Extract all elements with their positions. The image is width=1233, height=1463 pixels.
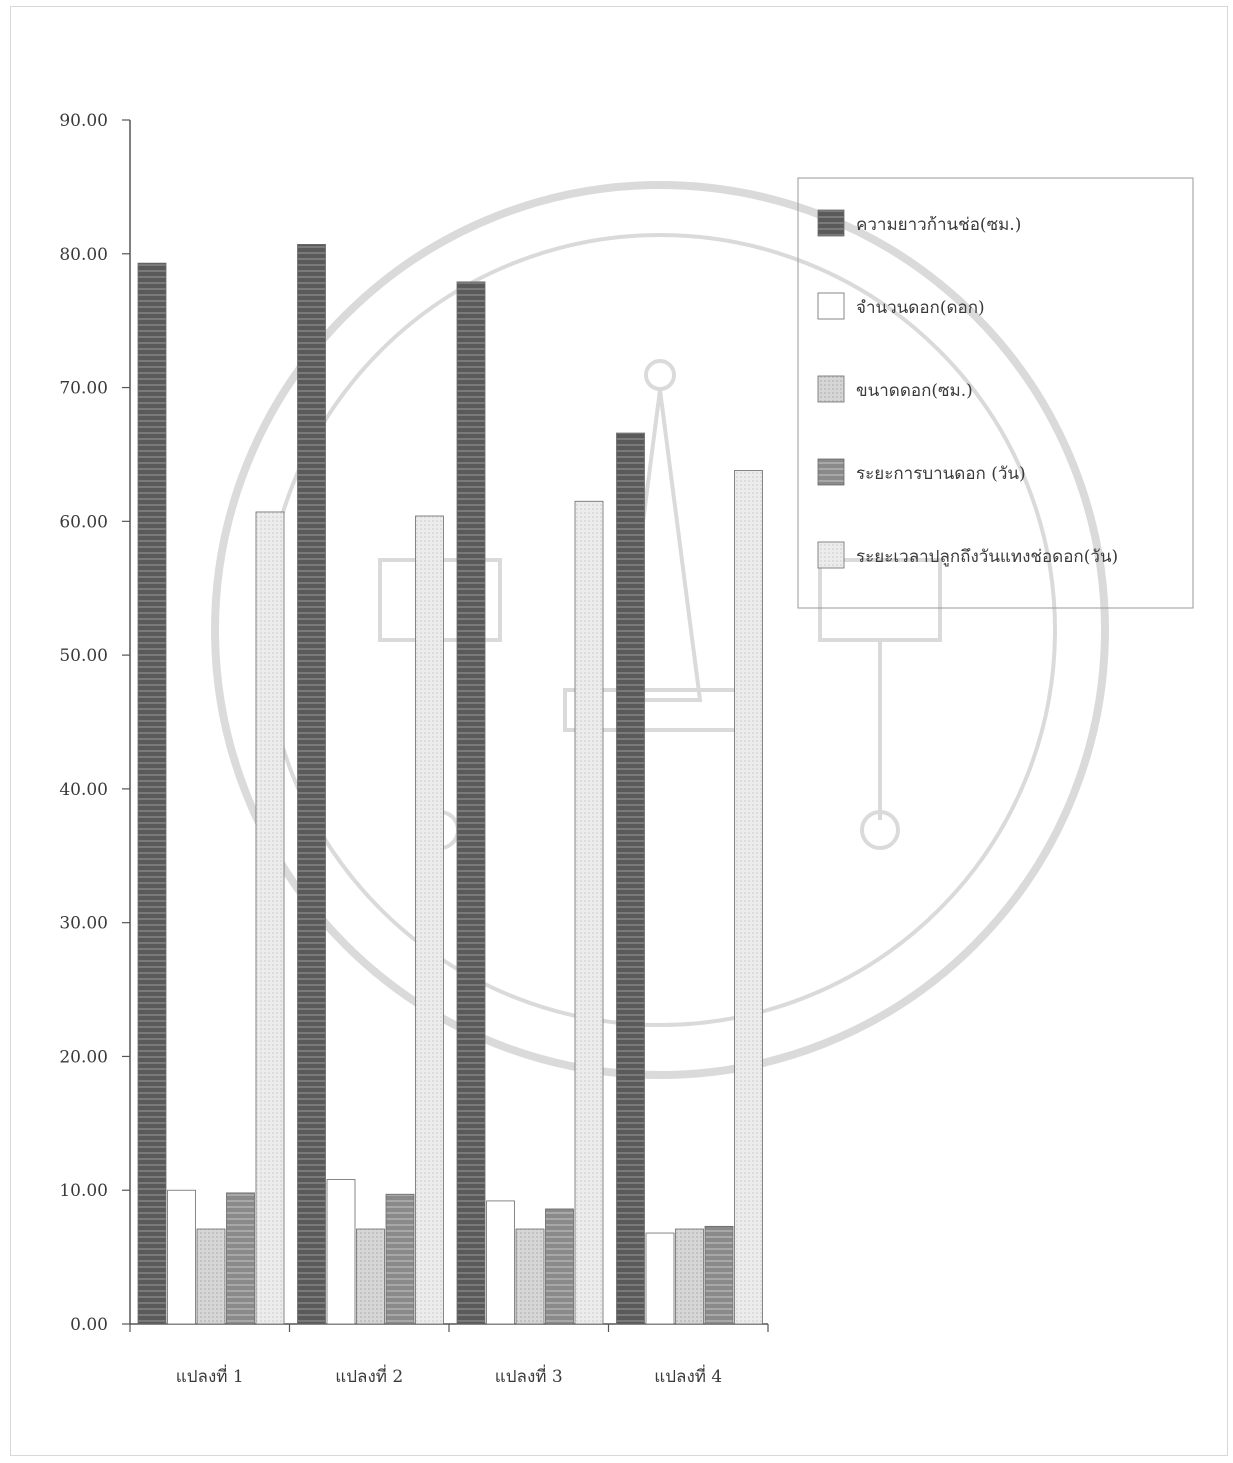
seal-watermark — [211, 181, 1109, 1079]
bar-2-cat-3 — [486, 1200, 515, 1325]
bar-4-cat-1 — [226, 1192, 255, 1325]
bar-1-cat-2 — [297, 244, 326, 1325]
bar-1-cat-4 — [616, 432, 645, 1325]
y-tick-label: 50.00 — [59, 646, 108, 666]
y-tick-label: 60.00 — [59, 512, 108, 532]
bar-2-cat-2 — [326, 1179, 356, 1325]
bar-3-cat-4 — [675, 1228, 704, 1325]
bar-3-cat-1 — [196, 1228, 226, 1325]
bar-5-cat-3 — [574, 500, 604, 1325]
chart-frame — [10, 6, 1228, 1456]
bar-5-cat-2 — [415, 515, 444, 1325]
y-tick-label: 70.00 — [59, 379, 108, 399]
bar-5-cat-4 — [734, 470, 763, 1325]
bar-3-cat-3 — [515, 1228, 545, 1325]
legend-label: ความยาวก้านช่อ(ซม.) — [856, 215, 1021, 235]
y-tick-label: 10.00 — [59, 1181, 108, 1201]
bar-3-cat-2 — [356, 1228, 385, 1325]
legend-label: จำนวนดอก(ดอก) — [856, 298, 985, 318]
x-category-label: แปลงที่ 2 — [335, 1364, 403, 1387]
y-tick-label: 30.00 — [59, 914, 108, 934]
bar-4-cat-2 — [385, 1193, 415, 1325]
legend-label: ระยะการบานดอก (วัน) — [856, 464, 1026, 484]
chart-legend: ความยาวก้านช่อ(ซม.) จำนวนดอก(ดอก) ขนาดดอก(… — [797, 177, 1194, 609]
y-tick-label: 40.00 — [59, 780, 108, 800]
legend-swatch — [817, 375, 845, 403]
y-tick-label: 90.00 — [59, 111, 108, 131]
legend-swatch — [817, 541, 845, 569]
legend-swatch — [817, 209, 845, 237]
y-tick-label: 0.00 — [70, 1315, 108, 1335]
y-tick-label: 80.00 — [59, 245, 108, 265]
legend-swatch — [817, 292, 845, 320]
legend-box — [797, 177, 1194, 609]
chart-axes: 0.00 10.00 20.00 30.00 40.00 50.00 60.00 70.00 8… — [59, 111, 769, 1387]
x-category-label: แปลงที่ 1 — [176, 1364, 244, 1387]
bar-2-cat-4 — [645, 1232, 675, 1325]
y-tick-label: 20.00 — [59, 1047, 108, 1067]
x-category-label: แปลงที่ 4 — [654, 1364, 722, 1387]
bar-4-cat-4 — [704, 1225, 734, 1325]
bar-4-cat-3 — [545, 1208, 574, 1325]
x-category-label: แปลงที่ 3 — [495, 1364, 563, 1387]
bar-1-cat-3 — [456, 281, 486, 1325]
bar-5-cat-1 — [255, 511, 285, 1325]
bar-1-cat-1 — [137, 262, 167, 1325]
chart-bars — [137, 244, 763, 1325]
legend-label: ขนาดดอก(ซม.) — [856, 381, 973, 401]
legend-swatch — [817, 458, 845, 486]
legend-label: ระยะเวลาปลูกถึงวันแทงช่อดอก(วัน) — [856, 547, 1118, 567]
bar-2-cat-1 — [167, 1189, 196, 1325]
